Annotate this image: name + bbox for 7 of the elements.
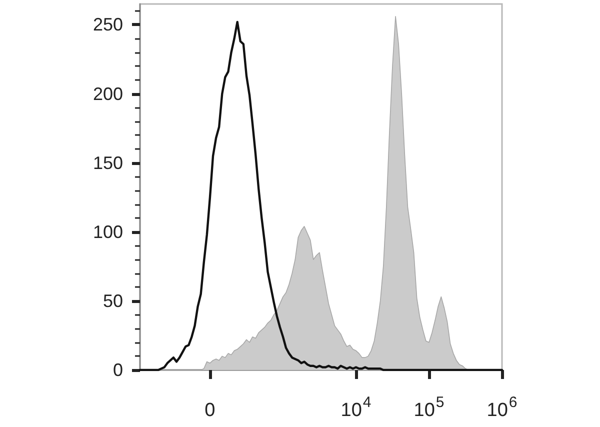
y-tick-label: 100	[92, 222, 123, 242]
y-tick-label: 0	[112, 360, 123, 380]
y-tick-label: 250	[92, 14, 123, 35]
y-tick-label: 50	[102, 290, 123, 311]
y-tick-label: 150	[92, 152, 123, 173]
x-tick-label: 0	[204, 400, 216, 421]
y-tick-label: 200	[92, 84, 123, 104]
